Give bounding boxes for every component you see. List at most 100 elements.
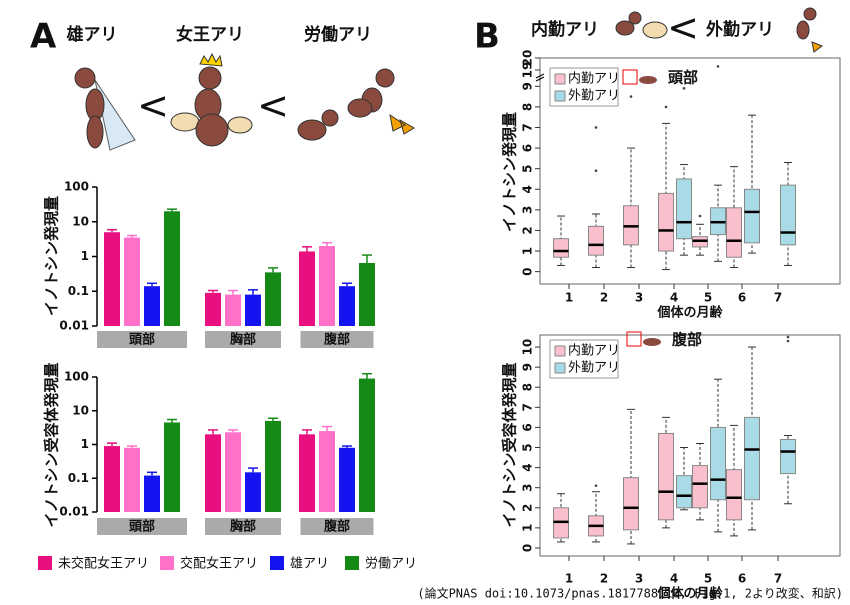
box xyxy=(744,416,760,501)
legend-label: 雄アリ xyxy=(290,557,329,572)
y-tick-label: 3 xyxy=(521,206,535,214)
box xyxy=(780,184,796,246)
plot-frame xyxy=(539,57,841,285)
y-tick-label: 7 xyxy=(521,123,535,131)
y-axis-label: イノトシン受容体発現量 xyxy=(501,362,519,527)
x-tick-label: 1 xyxy=(565,291,573,305)
box xyxy=(676,475,692,509)
x-tick-label: 3 xyxy=(635,572,643,586)
outlier xyxy=(594,484,598,487)
box xyxy=(623,477,639,531)
x-tick-label: 1 xyxy=(565,572,573,586)
box xyxy=(676,178,692,240)
header-label: 内勤アリ xyxy=(531,19,599,40)
y-tick-label: 0 xyxy=(521,544,535,552)
x-tick-label: 腹部 xyxy=(324,332,350,348)
group-box xyxy=(300,331,374,348)
x-tick-label: 頭部 xyxy=(129,332,155,348)
y-tick-label: 0.1 xyxy=(68,471,89,485)
bar xyxy=(144,475,160,512)
ant-forager xyxy=(796,7,824,53)
x-tick-label: 2 xyxy=(600,291,608,305)
separator: < xyxy=(137,84,169,128)
legend-swatch xyxy=(345,556,359,570)
legend-label: 労働アリ xyxy=(365,557,417,572)
legend-swatch xyxy=(160,556,174,570)
box xyxy=(588,225,604,256)
bar xyxy=(299,251,315,326)
bar xyxy=(205,292,221,326)
outlier xyxy=(698,214,702,218)
header-label: 外勤アリ xyxy=(706,19,774,40)
legend-swatch xyxy=(38,556,52,570)
group-box xyxy=(97,331,187,348)
y-tick-label: 9 xyxy=(521,363,535,371)
x-axis-label: 個体の月齢 xyxy=(656,586,723,602)
panel-label: A xyxy=(30,17,57,57)
group-box xyxy=(205,331,281,348)
panel-label: B xyxy=(474,17,500,57)
y-tick-label: 19 xyxy=(521,62,535,79)
bar xyxy=(205,434,221,512)
box xyxy=(692,465,708,509)
y-tick-label: 4 xyxy=(521,185,535,193)
bar xyxy=(225,432,241,512)
ant-body xyxy=(639,76,657,84)
y-tick-label: 5 xyxy=(521,443,535,451)
legend-swatch xyxy=(554,345,566,357)
header-label: 女王アリ xyxy=(176,24,244,45)
bar xyxy=(124,237,140,326)
y-axis-label: イノトシン発現量 xyxy=(501,112,519,232)
y-tick-label: 0.1 xyxy=(68,284,89,298)
x-tick-label: 6 xyxy=(738,291,746,305)
y-tick-label: 5 xyxy=(521,164,535,172)
box xyxy=(553,238,569,258)
y-tick-label: 2 xyxy=(521,226,535,234)
y-tick-label: 20 xyxy=(521,50,535,67)
y-tick-label: 10 xyxy=(521,339,535,356)
bar xyxy=(299,434,315,512)
legend-label: 未交配女王アリ xyxy=(58,556,149,572)
y-axis-label: イノトシン発現量 xyxy=(43,196,61,316)
caption: (論文PNAS doi:10.1073/pnas.1817788116, Fig… xyxy=(417,586,843,601)
y-tick-label: 6 xyxy=(521,144,535,152)
header-label: 労働アリ xyxy=(304,24,372,45)
box xyxy=(726,207,742,258)
box xyxy=(710,426,726,501)
small-ant xyxy=(626,331,661,347)
y-tick-label: 1 xyxy=(81,437,89,451)
y-tick-label: 0.01 xyxy=(59,319,89,333)
bar xyxy=(104,232,120,326)
header-label: 雄アリ xyxy=(66,24,118,45)
bar xyxy=(124,447,140,512)
separator: < xyxy=(667,6,699,50)
y-tick-label: 1 xyxy=(521,524,535,532)
x-tick-label: 胸部 xyxy=(230,519,256,535)
axis-break xyxy=(535,76,545,82)
plot-frame xyxy=(539,334,841,557)
outlier xyxy=(716,65,720,68)
bar xyxy=(164,211,180,326)
group-box xyxy=(300,518,374,535)
y-tick-label: 8 xyxy=(521,383,535,391)
x-tick-label: 胸部 xyxy=(230,332,256,348)
x-tick-label: 4 xyxy=(670,572,678,586)
y-tick-label: 9 xyxy=(521,82,535,90)
legend-label: 内勤アリ xyxy=(568,71,620,87)
y-tick-label: 0 xyxy=(521,267,535,275)
group-box xyxy=(205,518,281,535)
outlier xyxy=(664,105,668,109)
bar xyxy=(245,472,261,512)
ant-worker xyxy=(297,68,415,141)
outlier xyxy=(629,95,633,98)
annotation: 腹部 xyxy=(672,331,702,349)
y-tick-label: 100 xyxy=(64,370,89,384)
annotation: 頭部 xyxy=(668,69,698,87)
bar xyxy=(144,286,160,326)
y-tick-label: 10 xyxy=(72,403,89,417)
bar xyxy=(359,378,375,512)
highlight xyxy=(622,69,638,85)
legend-label: 交配女王アリ xyxy=(180,556,258,572)
legend-label: 外勤アリ xyxy=(568,89,620,104)
